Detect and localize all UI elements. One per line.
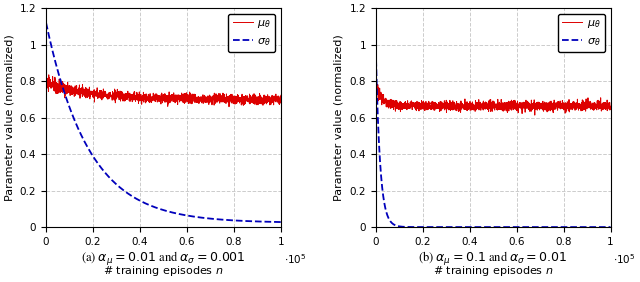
Text: $\cdot 10^5$: $\cdot 10^5$	[284, 252, 306, 266]
Y-axis label: Parameter value (normalized): Parameter value (normalized)	[334, 34, 344, 201]
Text: (a) $\alpha_{\mu} = 0.01$ and $\alpha_{\sigma} = 0.001$: (a) $\alpha_{\mu} = 0.01$ and $\alpha_{\…	[81, 250, 246, 268]
$\sigma_\theta$	[486, 225, 494, 229]
$\mu_\theta$	[227, 100, 235, 103]
$\sigma_\theta$	[227, 219, 235, 222]
$\mu_\theta$	[557, 103, 564, 107]
Line: $\sigma_\theta$: $\sigma_\theta$	[376, 50, 611, 227]
Legend: $\mu_\theta$, $\sigma_\theta$: $\mu_\theta$, $\sigma_\theta$	[558, 14, 605, 52]
$\sigma_\theta$	[270, 220, 278, 224]
X-axis label: # training episodes $n$: # training episodes $n$	[433, 264, 554, 278]
$\sigma_\theta$	[54, 70, 62, 73]
$\sigma_\theta$	[156, 207, 164, 211]
$\mu_\theta$	[600, 106, 607, 109]
Line: $\mu_\theta$: $\mu_\theta$	[46, 75, 281, 107]
$\mu_\theta$	[45, 73, 52, 76]
$\mu_\theta$	[150, 98, 158, 101]
$\mu_\theta$	[54, 83, 62, 87]
$\mu_\theta$	[600, 104, 607, 108]
$\sigma_\theta$	[150, 205, 158, 209]
$\mu_\theta$	[607, 107, 614, 110]
$\sigma_\theta$	[600, 225, 607, 229]
Line: $\mu_\theta$: $\mu_\theta$	[376, 80, 611, 115]
$\sigma_\theta$	[42, 21, 50, 25]
$\mu_\theta$	[486, 106, 494, 109]
$\mu_\theta$	[372, 78, 380, 81]
$\sigma_\theta$	[480, 225, 488, 229]
$\sigma_\theta$	[270, 220, 278, 224]
$\mu_\theta$	[225, 105, 233, 108]
$\mu_\theta$	[480, 106, 488, 109]
$\sigma_\theta$	[607, 225, 614, 229]
$\sigma_\theta$	[600, 225, 607, 229]
$\mu_\theta$	[384, 101, 392, 104]
$\mu_\theta$	[277, 94, 285, 97]
$\sigma_\theta$	[556, 225, 563, 229]
$\sigma_\theta$	[557, 225, 564, 229]
$\mu_\theta$	[270, 97, 278, 100]
Line: $\sigma_\theta$: $\sigma_\theta$	[46, 23, 281, 222]
$\mu_\theta$	[156, 95, 164, 98]
$\sigma_\theta$	[277, 220, 285, 224]
X-axis label: # training episodes $n$: # training episodes $n$	[103, 264, 224, 278]
$\sigma_\theta$	[384, 215, 392, 218]
$\mu_\theta$	[531, 113, 539, 117]
$\mu_\theta$	[270, 95, 278, 99]
Text: $\cdot 10^5$: $\cdot 10^5$	[613, 252, 636, 266]
$\mu_\theta$	[42, 76, 50, 80]
Y-axis label: Parameter value (normalized): Parameter value (normalized)	[4, 34, 14, 201]
$\sigma_\theta$	[372, 49, 380, 52]
Text: (b) $\alpha_{\mu} = 0.1$ and $\alpha_{\sigma} = 0.01$: (b) $\alpha_{\mu} = 0.1$ and $\alpha_{\s…	[419, 250, 568, 268]
Legend: $\mu_\theta$, $\sigma_\theta$: $\mu_\theta$, $\sigma_\theta$	[228, 14, 275, 52]
